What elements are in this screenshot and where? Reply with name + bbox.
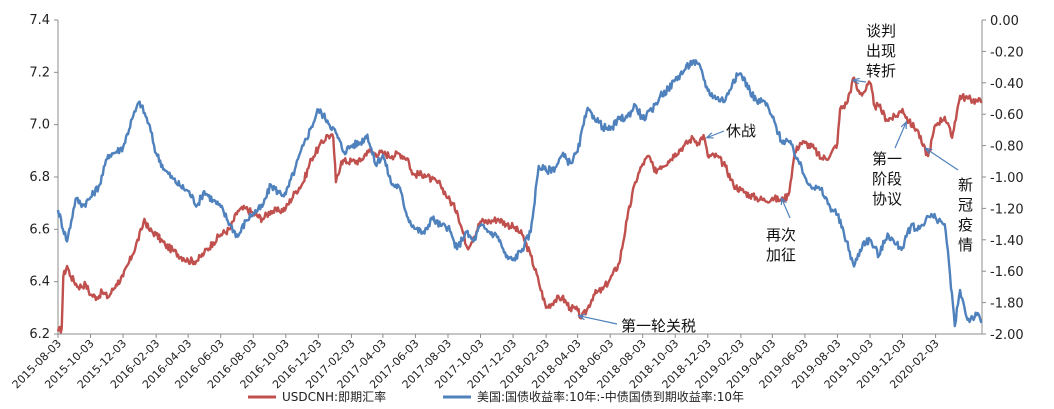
right-tick-label: 0.00	[990, 14, 1019, 29]
annotation-label: 阶段	[872, 170, 902, 188]
series-line-usdcnh	[56, 76, 983, 334]
annotation-arrowhead	[924, 147, 933, 155]
series-line-yield-spread	[56, 59, 983, 328]
annotation-label: 疫	[958, 216, 973, 234]
annotation-label: 谈判	[866, 22, 896, 40]
right-tick-label: -0.40	[990, 77, 1024, 92]
annotation-arrow	[852, 79, 867, 83]
right-axis-ticks: 0.00 -0.20 -0.40 -0.60 -0.80 -1.00 -1.20 -1.40 -…	[982, 14, 1024, 343]
annotation-arrow	[706, 130, 725, 139]
right-tick-label: -0.20	[990, 45, 1024, 60]
right-tick-label: -2.00	[990, 328, 1024, 343]
annotation-arrow	[780, 197, 791, 219]
right-tick-label: -0.60	[990, 108, 1024, 123]
x-axis-ticks: 2015-08-032015-10-032015-12-032016-02-03…	[10, 334, 942, 391]
annotation-label: 情	[958, 236, 973, 254]
right-tick-label: -0.80	[990, 140, 1024, 155]
right-tick-label: -1.60	[990, 265, 1024, 280]
series-lines	[56, 59, 983, 334]
annotation-label: 冠	[958, 196, 973, 214]
left-tick-label: 6.4	[29, 275, 50, 290]
left-tick-label: 6.2	[29, 327, 50, 342]
right-tick-label: -1.00	[990, 171, 1024, 186]
left-tick-label: 7.0	[29, 118, 50, 133]
annotation-label: 再次	[766, 226, 796, 244]
annotation-label: 加征	[766, 246, 796, 264]
legend: USDCNH:即期汇率 美国:国债收益率:10年:-中债国债到期收益率:10年	[248, 389, 744, 404]
right-tick-label: -1.20	[990, 202, 1024, 217]
annotation-arrowhead	[577, 313, 586, 321]
annotation-arrowhead	[780, 196, 787, 205]
annotation-label: 第一	[872, 150, 902, 168]
annotation-label: 休战	[726, 122, 756, 140]
right-tick-label: -1.80	[990, 297, 1024, 312]
left-tick-label: 6.8	[29, 170, 50, 185]
annotation-label: 新	[958, 176, 973, 194]
legend-label: 美国:国债收益率:10年:-中债国债到期收益率:10年	[477, 389, 744, 404]
annotation-arrowhead	[851, 77, 860, 85]
annotation-label: 第一轮关税	[621, 317, 696, 335]
left-tick-label: 7.2	[29, 65, 50, 80]
annotation-label: 协议	[872, 190, 902, 208]
axes	[57, 20, 983, 335]
annotation-arrow	[578, 315, 618, 325]
left-tick-label: 7.4	[29, 13, 50, 28]
legend-label: USDCNH:即期汇率	[282, 389, 386, 404]
annotation-label: 转折	[866, 62, 896, 80]
right-tick-label: -1.40	[990, 234, 1024, 249]
annotation-arrow	[925, 147, 959, 171]
annotation-arrow	[894, 121, 907, 149]
annotation-arrowhead	[900, 120, 907, 130]
left-tick-label: 6.6	[29, 222, 50, 237]
annotation-arrowhead	[705, 132, 714, 139]
annotation-label: 出现	[866, 42, 896, 60]
left-axis-ticks: 6.2 6.4 6.6 6.8 7.0 7.2 7.4	[29, 13, 58, 342]
